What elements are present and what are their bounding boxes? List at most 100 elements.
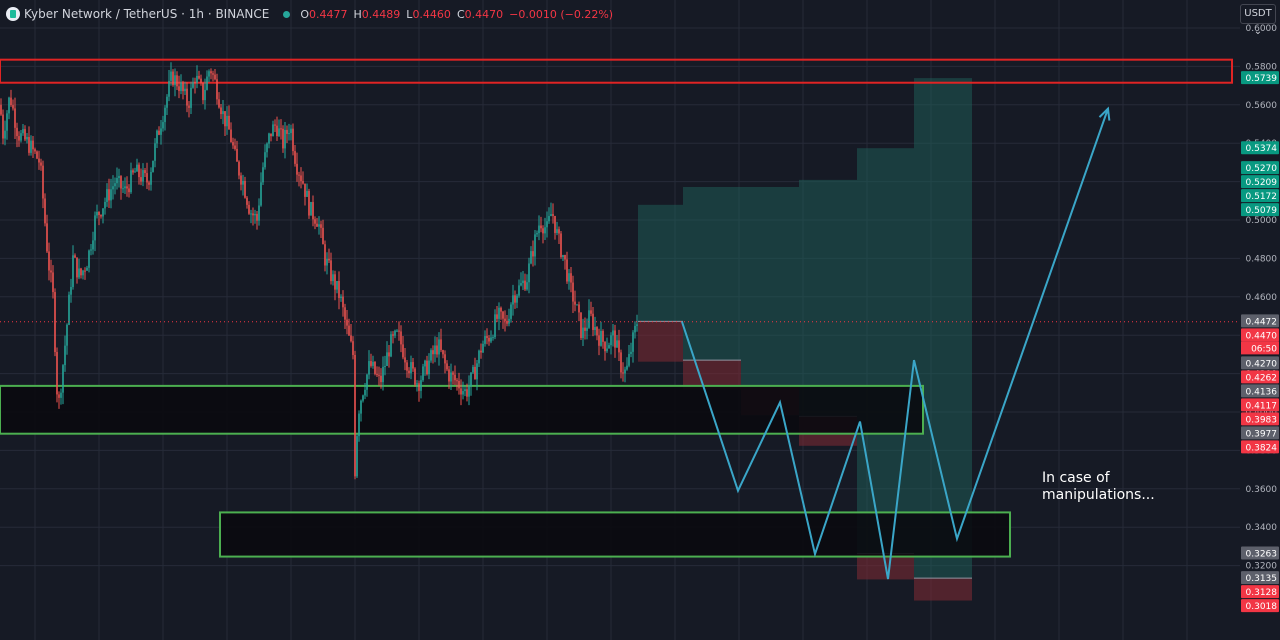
resistance-zone-box	[0, 58, 1233, 84]
candle-body	[302, 181, 304, 184]
candle-body	[152, 160, 154, 172]
candle-body	[272, 124, 274, 137]
candle-body	[270, 133, 272, 137]
candle-body	[550, 214, 552, 217]
candle-body	[388, 352, 390, 357]
candle-body	[18, 136, 20, 141]
close-label: C	[456, 7, 465, 21]
price-label-text: 0.3824	[1246, 443, 1278, 453]
candle-body	[228, 115, 230, 130]
candle-body	[174, 75, 176, 86]
change-value: −0.0010 (−0.22%)	[509, 7, 614, 21]
candle-body	[92, 240, 94, 250]
candle-body	[126, 186, 128, 189]
candle-body	[330, 260, 332, 282]
candle-body	[318, 224, 320, 227]
candle-body	[624, 369, 626, 374]
symbol-title[interactable]: Kyber Network / TetherUS · 1h · BINANCE	[24, 7, 270, 21]
candle-body	[566, 259, 568, 282]
candle-body	[316, 223, 318, 227]
candle-body	[452, 372, 454, 375]
candle-body	[346, 319, 348, 326]
price-tick-label: 0.5600	[1246, 101, 1278, 111]
candle-body	[190, 87, 192, 108]
candle-body	[90, 249, 92, 251]
price-label-text: 0.3128	[1246, 588, 1278, 598]
candle-body	[172, 71, 174, 86]
candle-body	[408, 370, 410, 374]
candle-body	[136, 164, 138, 172]
target-profit-box	[799, 179, 857, 417]
candle-body	[214, 74, 216, 80]
candle-body	[398, 330, 400, 332]
candle-body	[338, 280, 340, 298]
candle-body	[416, 383, 418, 385]
candle-body	[138, 164, 140, 178]
candle-body	[582, 327, 584, 338]
candle-body	[192, 82, 194, 88]
price-label-text: 0.5172	[1246, 192, 1278, 202]
candle-body	[2, 114, 4, 139]
candle-body	[554, 215, 556, 233]
candle-body	[472, 366, 474, 373]
candle-body	[552, 214, 554, 216]
candle-body	[110, 189, 112, 201]
candle-body	[496, 314, 498, 319]
candle-body	[100, 215, 102, 217]
low-label: L	[406, 7, 413, 21]
candle-body	[292, 128, 294, 152]
candle-body	[242, 180, 244, 185]
candle-body	[286, 129, 288, 134]
price-label-badge	[1241, 161, 1279, 175]
candlestick-series	[0, 62, 638, 480]
candle-body	[32, 140, 34, 150]
candle-body	[116, 178, 118, 184]
candle-body	[182, 82, 184, 92]
price-label-badge	[1241, 412, 1279, 426]
price-label-text: 0.3977	[1246, 429, 1278, 439]
candle-body	[64, 345, 66, 366]
candle-body	[250, 213, 252, 215]
candle-body	[426, 360, 428, 375]
candle-body	[30, 140, 32, 153]
price-label-badge	[1241, 571, 1279, 585]
candle-body	[200, 78, 202, 83]
candle-body	[144, 170, 146, 174]
target-stop-box	[683, 360, 741, 390]
candle-body	[8, 97, 10, 114]
candle-body	[586, 327, 588, 331]
candle-body	[66, 324, 68, 346]
price-label-badge	[1241, 175, 1279, 189]
candle-body	[374, 361, 376, 374]
candle-body	[340, 296, 342, 298]
price-label-text: 0.5374	[1246, 144, 1278, 154]
currency-dropdown[interactable]: USDT ⌄	[1240, 4, 1276, 37]
candle-body	[36, 151, 38, 159]
candle-body	[478, 350, 480, 364]
ohlc-open: O0.4477	[300, 8, 347, 21]
candle-body	[80, 268, 82, 276]
price-label-text: 0.5079	[1246, 206, 1278, 216]
candle-body	[16, 127, 18, 137]
price-label-badge	[1241, 328, 1279, 342]
candle-body	[178, 86, 180, 91]
candle-body	[602, 330, 604, 342]
candle-body	[540, 225, 542, 229]
price-label-text: 0.4117	[1246, 401, 1278, 411]
price-label-text: 0.5739	[1246, 74, 1278, 84]
candle-body	[492, 337, 494, 339]
candle-body	[406, 362, 408, 371]
candle-body	[34, 149, 36, 152]
candle-body	[296, 163, 298, 175]
candle-body	[444, 354, 446, 364]
price-label-badge	[1241, 203, 1279, 217]
candle-body	[610, 335, 612, 346]
candle-body	[544, 227, 546, 234]
candle-body	[420, 380, 422, 391]
candle-body	[40, 162, 42, 166]
candle-body	[24, 129, 26, 140]
candle-body	[504, 318, 506, 321]
high-value: 0.4489	[361, 7, 401, 21]
